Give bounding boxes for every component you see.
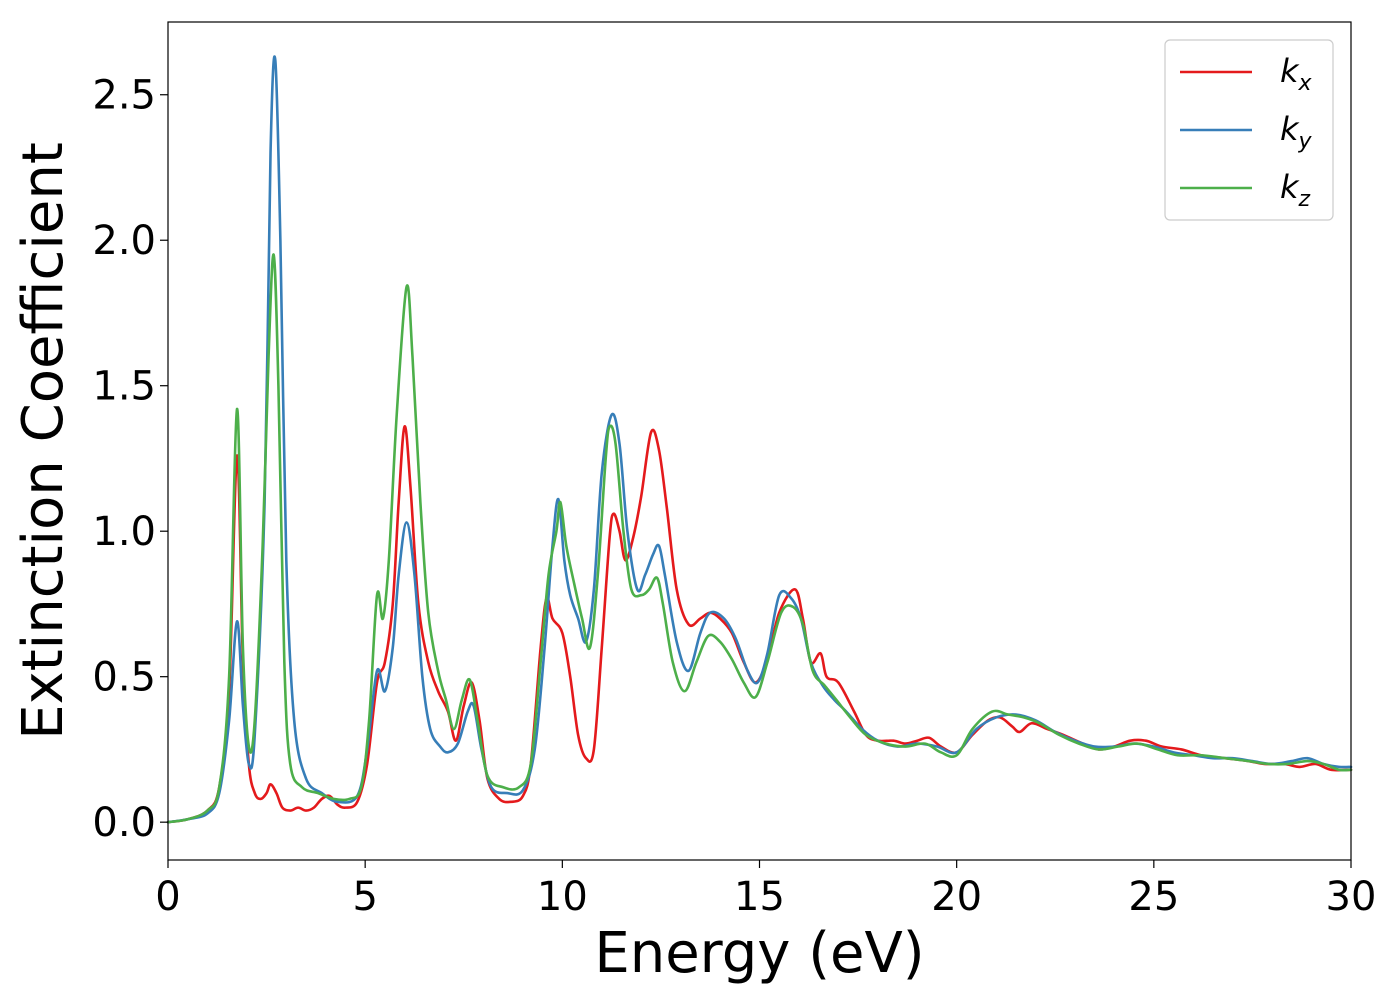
y-tick-label: 2.0 (92, 218, 156, 264)
y-tick-label: 1.5 (92, 364, 156, 410)
x-tick-label: 0 (155, 874, 180, 920)
x-tick-label: 5 (352, 874, 377, 920)
series-line-z (166, 253, 1353, 824)
x-tick-label: 25 (1128, 874, 1179, 920)
x-axis-label: Energy (eV) (594, 921, 924, 986)
y-tick-label: 0.0 (92, 800, 156, 846)
y-tick-label: 0.5 (92, 655, 156, 701)
legend: kx ky kz (1164, 39, 1334, 221)
y-axis-label: Extinction Coefficient (11, 142, 76, 740)
y-tick-label: 1.0 (92, 509, 156, 555)
legend-label-y: ky (1280, 110, 1313, 154)
axis-ticks: 0 5 10 15 20 25 30 0.0 0.5 1.0 1.5 2.0 2.5 (92, 73, 1376, 920)
legend-label-z: kz (1280, 168, 1311, 212)
x-tick-label: 10 (537, 874, 588, 920)
series-layer (166, 55, 1353, 824)
x-tick-label: 30 (1326, 874, 1377, 920)
y-tick-label: 2.5 (92, 73, 156, 119)
series-line-x (166, 425, 1353, 824)
x-tick-label: 20 (931, 874, 982, 920)
legend-label-x: kx (1280, 52, 1313, 96)
x-tick-label: 15 (734, 874, 785, 920)
